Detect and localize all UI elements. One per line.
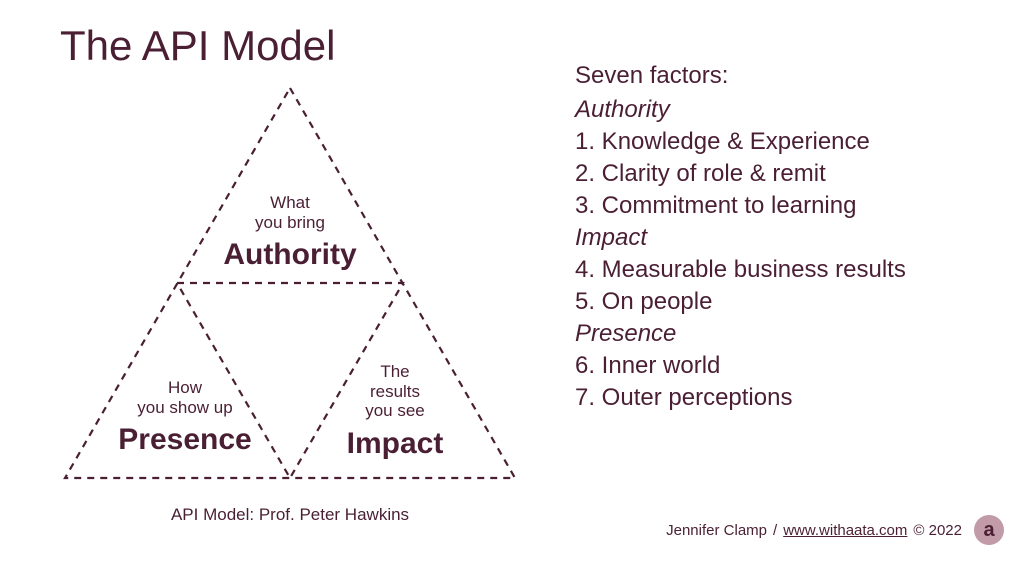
factor-item: 1. Knowledge & Experience: [575, 128, 1015, 156]
api-triangle-diagram: What you bring Authority How you show up…: [55, 78, 525, 498]
group-impact-title: Impact: [575, 224, 1015, 252]
diagram-attribution: API Model: Prof. Peter Hawkins: [55, 505, 525, 525]
factor-item: 3. Commitment to learning: [575, 192, 1015, 220]
factor-item: 6. Inner world: [575, 352, 1015, 380]
impact-sub2: results: [295, 382, 495, 402]
factor-item: 7. Outer perceptions: [575, 384, 1015, 412]
footer: Jennifer Clamp / www.withaata.com © 2022…: [666, 515, 1004, 545]
footer-sep: /: [773, 522, 777, 539]
authority-sub2: you bring: [55, 213, 525, 233]
factor-item: 5. On people: [575, 288, 1015, 316]
impact-sub1: The: [295, 362, 495, 382]
logo-icon: a: [974, 515, 1004, 545]
authority-section: What you bring Authority: [55, 193, 525, 273]
footer-link[interactable]: www.withaata.com: [783, 522, 907, 539]
impact-main: Impact: [295, 427, 495, 462]
factor-item: 2. Clarity of role & remit: [575, 160, 1015, 188]
presence-section: How you show up Presence: [85, 378, 285, 458]
page-title: The API Model: [60, 22, 335, 70]
factors-heading: Seven factors:: [575, 62, 1015, 90]
presence-sub1: How: [85, 378, 285, 398]
authority-sub1: What: [55, 193, 525, 213]
footer-author: Jennifer Clamp: [666, 522, 767, 539]
factor-item: 4. Measurable business results: [575, 256, 1015, 284]
impact-section: The results you see Impact: [295, 362, 495, 461]
presence-main: Presence: [85, 423, 285, 458]
authority-main: Authority: [55, 238, 525, 273]
footer-copyright: © 2022: [913, 522, 962, 539]
seven-factors-panel: Seven factors: Authority 1. Knowledge & …: [575, 62, 1015, 416]
group-authority-title: Authority: [575, 96, 1015, 124]
group-presence-title: Presence: [575, 320, 1015, 348]
presence-sub2: you show up: [85, 398, 285, 418]
impact-sub3: you see: [295, 401, 495, 421]
